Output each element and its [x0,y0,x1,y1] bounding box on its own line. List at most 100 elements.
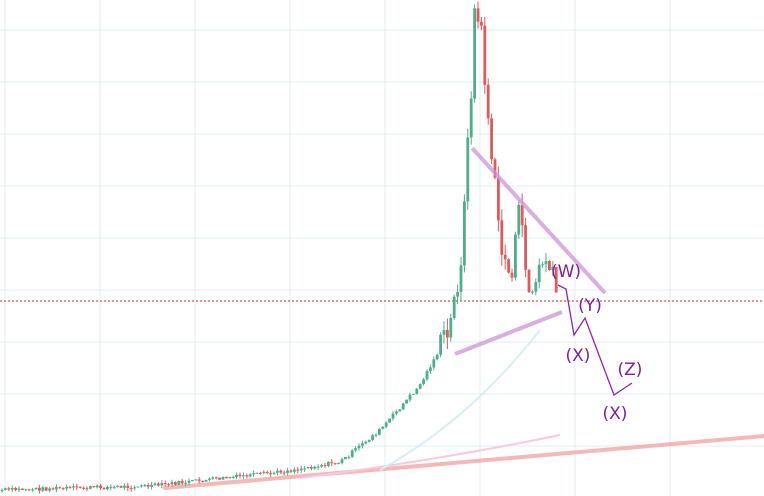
candle-body [116,485,119,487]
wave-label: (X) [603,404,628,424]
candle-body [214,477,218,479]
candle-body [442,330,446,335]
candle-body [242,475,245,477]
candle-body [231,476,235,478]
candle-body [333,463,337,465]
candle-body [143,484,147,486]
candle-body [106,486,109,490]
candle-body [486,84,490,119]
candle-body [310,467,313,469]
candle-body [38,487,41,491]
candle-body [160,483,164,486]
candle-body [391,413,395,419]
candle-body [405,399,408,404]
candle-body [364,441,368,444]
candle-body [527,269,531,293]
candle-body [357,445,361,449]
candle-body [27,489,31,491]
candle-body [422,379,425,385]
candle-body [197,479,201,481]
candle-body [24,489,28,491]
candle-body [476,8,480,22]
candle-body [459,265,463,292]
candle-body [320,465,323,467]
candle-body [384,422,388,427]
candle-body [177,480,181,485]
candle-body [316,466,320,468]
candle-body [272,472,276,474]
candle-body [146,484,150,487]
candle-body [520,204,524,226]
candle-body [313,466,317,469]
candle-body [381,426,385,429]
candle-body [31,489,34,491]
candle-body [367,439,371,442]
candle-body [41,487,45,491]
candle-body [374,434,378,436]
candle-body [75,486,79,488]
candle-body [378,428,381,435]
candle-body [187,480,191,483]
candle-body [408,394,412,400]
candle-body [507,259,510,273]
candle-body [65,486,68,489]
candle-body [269,473,272,475]
candle-body [276,470,279,473]
candle-body [245,475,249,477]
candle-body [51,488,55,490]
candle-body [68,486,72,488]
candle-body [211,477,215,479]
candle-body [347,456,351,458]
wave-label: (W) [551,262,581,282]
candle-body [449,317,453,338]
candle-body [323,465,327,467]
candle-body [58,487,62,489]
candle-body [180,480,184,484]
candle-body [140,485,143,487]
candle-body [432,359,436,368]
candle-body [194,479,198,481]
candle-body [150,484,153,487]
candle-body [534,282,538,292]
candle-body [548,261,551,270]
candle-body [21,488,24,491]
trend-line [163,434,764,490]
candle-body [218,477,221,480]
candle-body [293,469,296,472]
candle-body [17,488,21,490]
candles [0,1,558,494]
candle-body [228,477,232,479]
candle-body [330,462,334,464]
candle-body [296,469,300,471]
candle-body [388,418,391,423]
candle-body [439,334,442,355]
candle-body [238,474,242,477]
candle-body [551,267,555,270]
candle-body [398,409,402,412]
candle-body [493,159,497,178]
moving-average [299,434,561,479]
candle-body [95,485,99,488]
candle-body [109,486,113,488]
candle-body [289,470,293,472]
candle-body [89,486,92,489]
candle-body [0,489,4,491]
candle-body [435,354,439,360]
candle-body [337,462,340,464]
candle-body [204,479,208,482]
candle-body [554,267,558,293]
candle-body [429,367,432,372]
candle-body [201,480,204,482]
candle-body [524,225,527,270]
candle-body [191,480,194,482]
candle-body [102,488,106,490]
candle-body [500,220,504,255]
wave-path [557,284,633,396]
candle-body [497,177,500,221]
candle-body [55,487,58,490]
candle-body [340,459,344,463]
moving-average [379,329,541,471]
candle-body [401,403,405,410]
candle-body [286,470,289,473]
